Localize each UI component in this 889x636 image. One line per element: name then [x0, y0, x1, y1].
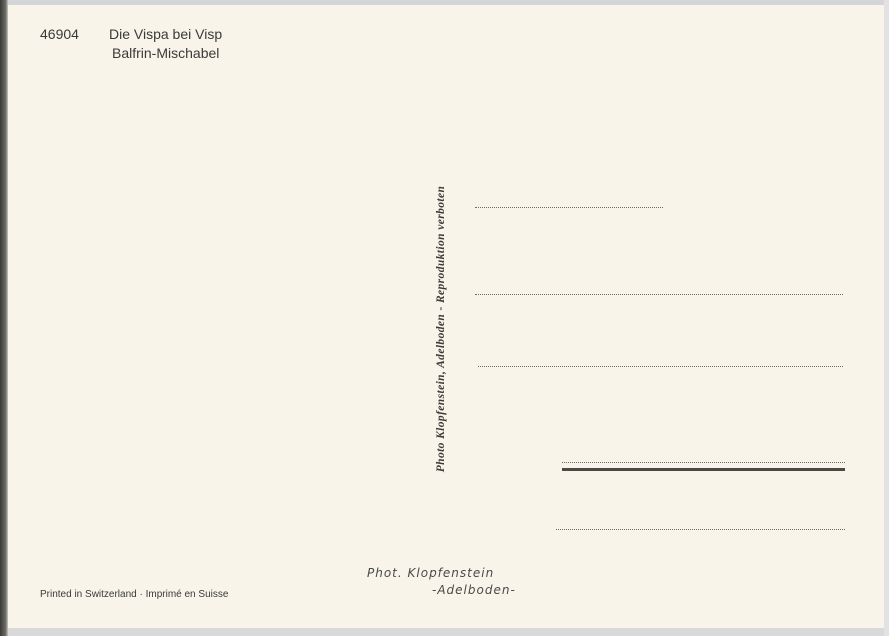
address-line-2: [475, 294, 843, 295]
signature-line-1: Phot. Klopfenstein: [367, 566, 495, 580]
address-line-1: [475, 207, 663, 208]
signature-line-2: -Adelboden-: [432, 583, 516, 597]
scan-edge-top: [0, 0, 889, 5]
address-line-5: [556, 529, 845, 530]
address-line-3: [478, 366, 843, 367]
printed-in-note: Printed in Switzerland · Imprimé en Suis…: [40, 589, 229, 600]
address-line-4: [562, 462, 845, 463]
postcard-back: [8, 5, 884, 628]
photo-credit-vertical: Photo Klopfenstein, Adelboden - Reproduk…: [435, 185, 447, 473]
address-underline: [562, 468, 845, 471]
card-subtitle: Balfrin-Mischabel: [112, 45, 220, 61]
scan-edge-right: [884, 0, 889, 636]
card-number: 46904: [40, 26, 79, 42]
scan-edge-left: [0, 0, 8, 636]
card-title: Die Vispa bei Visp: [109, 26, 223, 42]
